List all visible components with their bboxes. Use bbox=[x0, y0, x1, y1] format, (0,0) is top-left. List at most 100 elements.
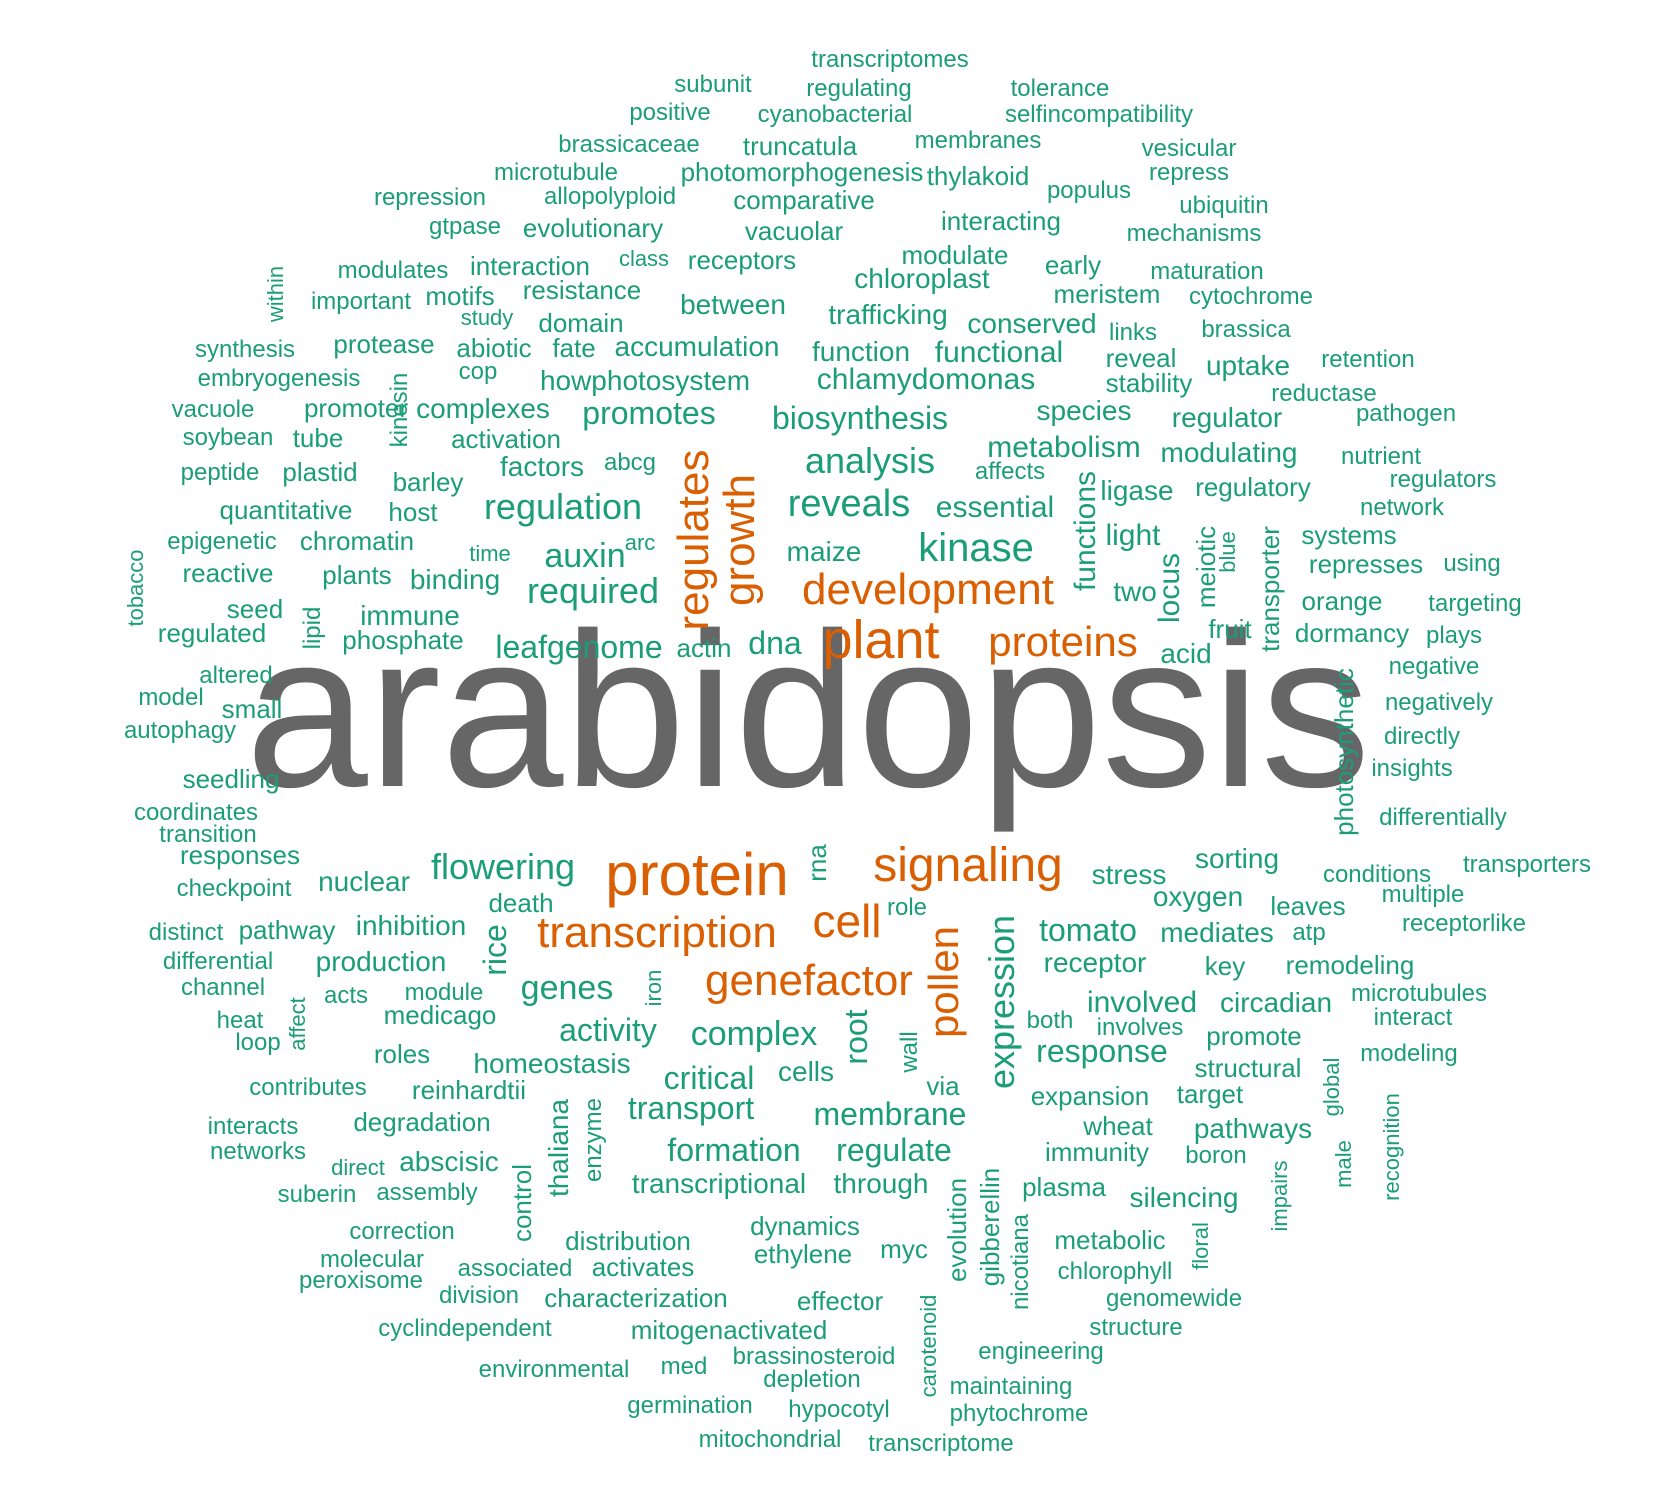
cloud-word: structure bbox=[1089, 1314, 1183, 1341]
cloud-word: factors bbox=[499, 451, 585, 482]
cloud-word: degradation bbox=[353, 1107, 491, 1137]
cloud-word: differentially bbox=[1379, 804, 1507, 831]
cloud-word: negative bbox=[1388, 653, 1480, 680]
cloud-word: leafgenome bbox=[495, 629, 663, 665]
cloud-word: regulator bbox=[1171, 402, 1283, 433]
cloud-word: receptorlike bbox=[1401, 910, 1527, 937]
cloud-word: actin bbox=[676, 633, 732, 663]
cloud-word: reactive bbox=[182, 558, 274, 588]
cloud-word: brassinosteroid bbox=[732, 1343, 896, 1370]
cloud-word: cytochrome bbox=[1188, 283, 1314, 310]
cloud-word: transcriptomes bbox=[811, 46, 969, 73]
cloud-word: depletion bbox=[763, 1366, 861, 1393]
cloud-word: nutrient bbox=[1340, 443, 1422, 470]
cloud-word: motifs bbox=[425, 281, 495, 311]
cloud-word: signaling bbox=[873, 839, 1063, 892]
cloud-word: locus bbox=[1153, 552, 1186, 624]
cloud-word: activation bbox=[451, 424, 561, 454]
cloud-word: distribution bbox=[565, 1226, 691, 1256]
cloud-word: complex bbox=[690, 1015, 818, 1053]
cloud-word: root bbox=[838, 1009, 874, 1065]
cloud-word: myc bbox=[880, 1234, 928, 1264]
cloud-word: blue bbox=[1215, 531, 1240, 573]
cloud-word: immune bbox=[360, 600, 460, 631]
cloud-word: involved bbox=[1086, 986, 1198, 1019]
cloud-word: barley bbox=[392, 467, 464, 497]
cloud-word: involves bbox=[1096, 1014, 1184, 1041]
cloud-word: auxin bbox=[544, 537, 626, 575]
cloud-word: regulating bbox=[806, 75, 912, 102]
cloud-word: chlorophyll bbox=[1057, 1258, 1173, 1285]
cloud-word: pollen bbox=[920, 925, 967, 1039]
cloud-word: thylakoid bbox=[926, 161, 1030, 191]
cloud-word: dormancy bbox=[1294, 618, 1410, 648]
cloud-word: immunity bbox=[1044, 1137, 1150, 1167]
cloud-word: photomorphogenesis bbox=[680, 157, 924, 187]
cloud-word: repress bbox=[1148, 159, 1230, 186]
cloud-word: conditions bbox=[1322, 861, 1432, 888]
cloud-word: chloroplast bbox=[854, 263, 990, 294]
cloud-word: response bbox=[1036, 1033, 1168, 1069]
cloud-word: control bbox=[507, 1163, 537, 1243]
cloud-word: inhibition bbox=[355, 910, 467, 941]
cloud-word: associated bbox=[457, 1255, 573, 1282]
cloud-word: suberin bbox=[277, 1181, 357, 1208]
cloud-word: interaction bbox=[470, 251, 590, 281]
cloud-word: thaliana bbox=[543, 1098, 574, 1198]
cloud-word: reinhardtii bbox=[411, 1075, 527, 1105]
cloud-word: acid bbox=[1160, 638, 1212, 669]
cloud-word: positive bbox=[629, 99, 711, 126]
cloud-word: acts bbox=[323, 982, 369, 1009]
cloud-word: analysis bbox=[804, 440, 936, 481]
cloud-word: important bbox=[310, 288, 412, 315]
cloud-word: responses bbox=[180, 840, 300, 870]
cloud-word: soybean bbox=[182, 424, 274, 451]
cloud-word: subunit bbox=[674, 71, 752, 98]
cloud-word: promoter bbox=[303, 393, 409, 423]
cloud-word: environmental bbox=[478, 1356, 630, 1383]
cloud-word: microtubule bbox=[493, 159, 619, 186]
cloud-word: enzyme bbox=[580, 1097, 607, 1183]
cloud-word: modulate bbox=[901, 240, 1009, 270]
cloud-word: ethylene bbox=[753, 1239, 853, 1269]
cloud-word: populus bbox=[1046, 177, 1132, 204]
cloud-word: pathogen bbox=[1355, 400, 1457, 427]
cloud-word: reveals bbox=[787, 483, 911, 525]
cloud-word: impairs bbox=[1267, 1160, 1292, 1232]
cloud-word: ligase bbox=[1100, 475, 1174, 506]
cloud-word: abcg bbox=[603, 449, 657, 476]
cloud-word: targeting bbox=[1428, 590, 1522, 617]
cloud-word: expansion bbox=[1030, 1081, 1150, 1111]
cloud-word: floral bbox=[1188, 1222, 1213, 1270]
cloud-word: using bbox=[1443, 550, 1501, 577]
cloud-word: medicago bbox=[383, 1000, 497, 1030]
cloud-word: genes bbox=[520, 969, 614, 1007]
cloud-word: uptake bbox=[1205, 350, 1291, 381]
cloud-word: truncatula bbox=[742, 131, 858, 161]
cloud-word: phytochrome bbox=[949, 1400, 1089, 1427]
cloud-word: howphotosystem bbox=[539, 365, 751, 396]
cloud-word: wall bbox=[896, 1031, 923, 1073]
cloud-word: direct bbox=[331, 1155, 385, 1180]
cloud-word: tolerance bbox=[1010, 75, 1110, 102]
cloud-word: channel bbox=[180, 974, 266, 1001]
cloud-word: transport bbox=[627, 1090, 755, 1126]
cloud-word: contributes bbox=[249, 1074, 367, 1101]
cloud-word: receptors bbox=[687, 245, 797, 275]
cloud-word: homeostasis bbox=[473, 1048, 631, 1079]
cloud-word: host bbox=[388, 497, 438, 527]
cloud-word: phosphate bbox=[342, 625, 464, 655]
cloud-word: correction bbox=[349, 1218, 455, 1245]
cloud-word: membrane bbox=[813, 1096, 967, 1132]
cloud-word: through bbox=[833, 1168, 929, 1199]
cloud-word: maize bbox=[786, 536, 862, 567]
cloud-word: production bbox=[315, 946, 447, 977]
cloud-word: stress bbox=[1091, 859, 1167, 890]
cloud-word: light bbox=[1105, 519, 1161, 552]
cloud-word: microtubules bbox=[1350, 980, 1488, 1007]
cloud-word: within bbox=[263, 265, 288, 323]
cloud-word: checkpoint bbox=[176, 875, 292, 902]
cloud-word: two bbox=[1113, 576, 1157, 607]
cloud-word: effector bbox=[796, 1286, 884, 1316]
